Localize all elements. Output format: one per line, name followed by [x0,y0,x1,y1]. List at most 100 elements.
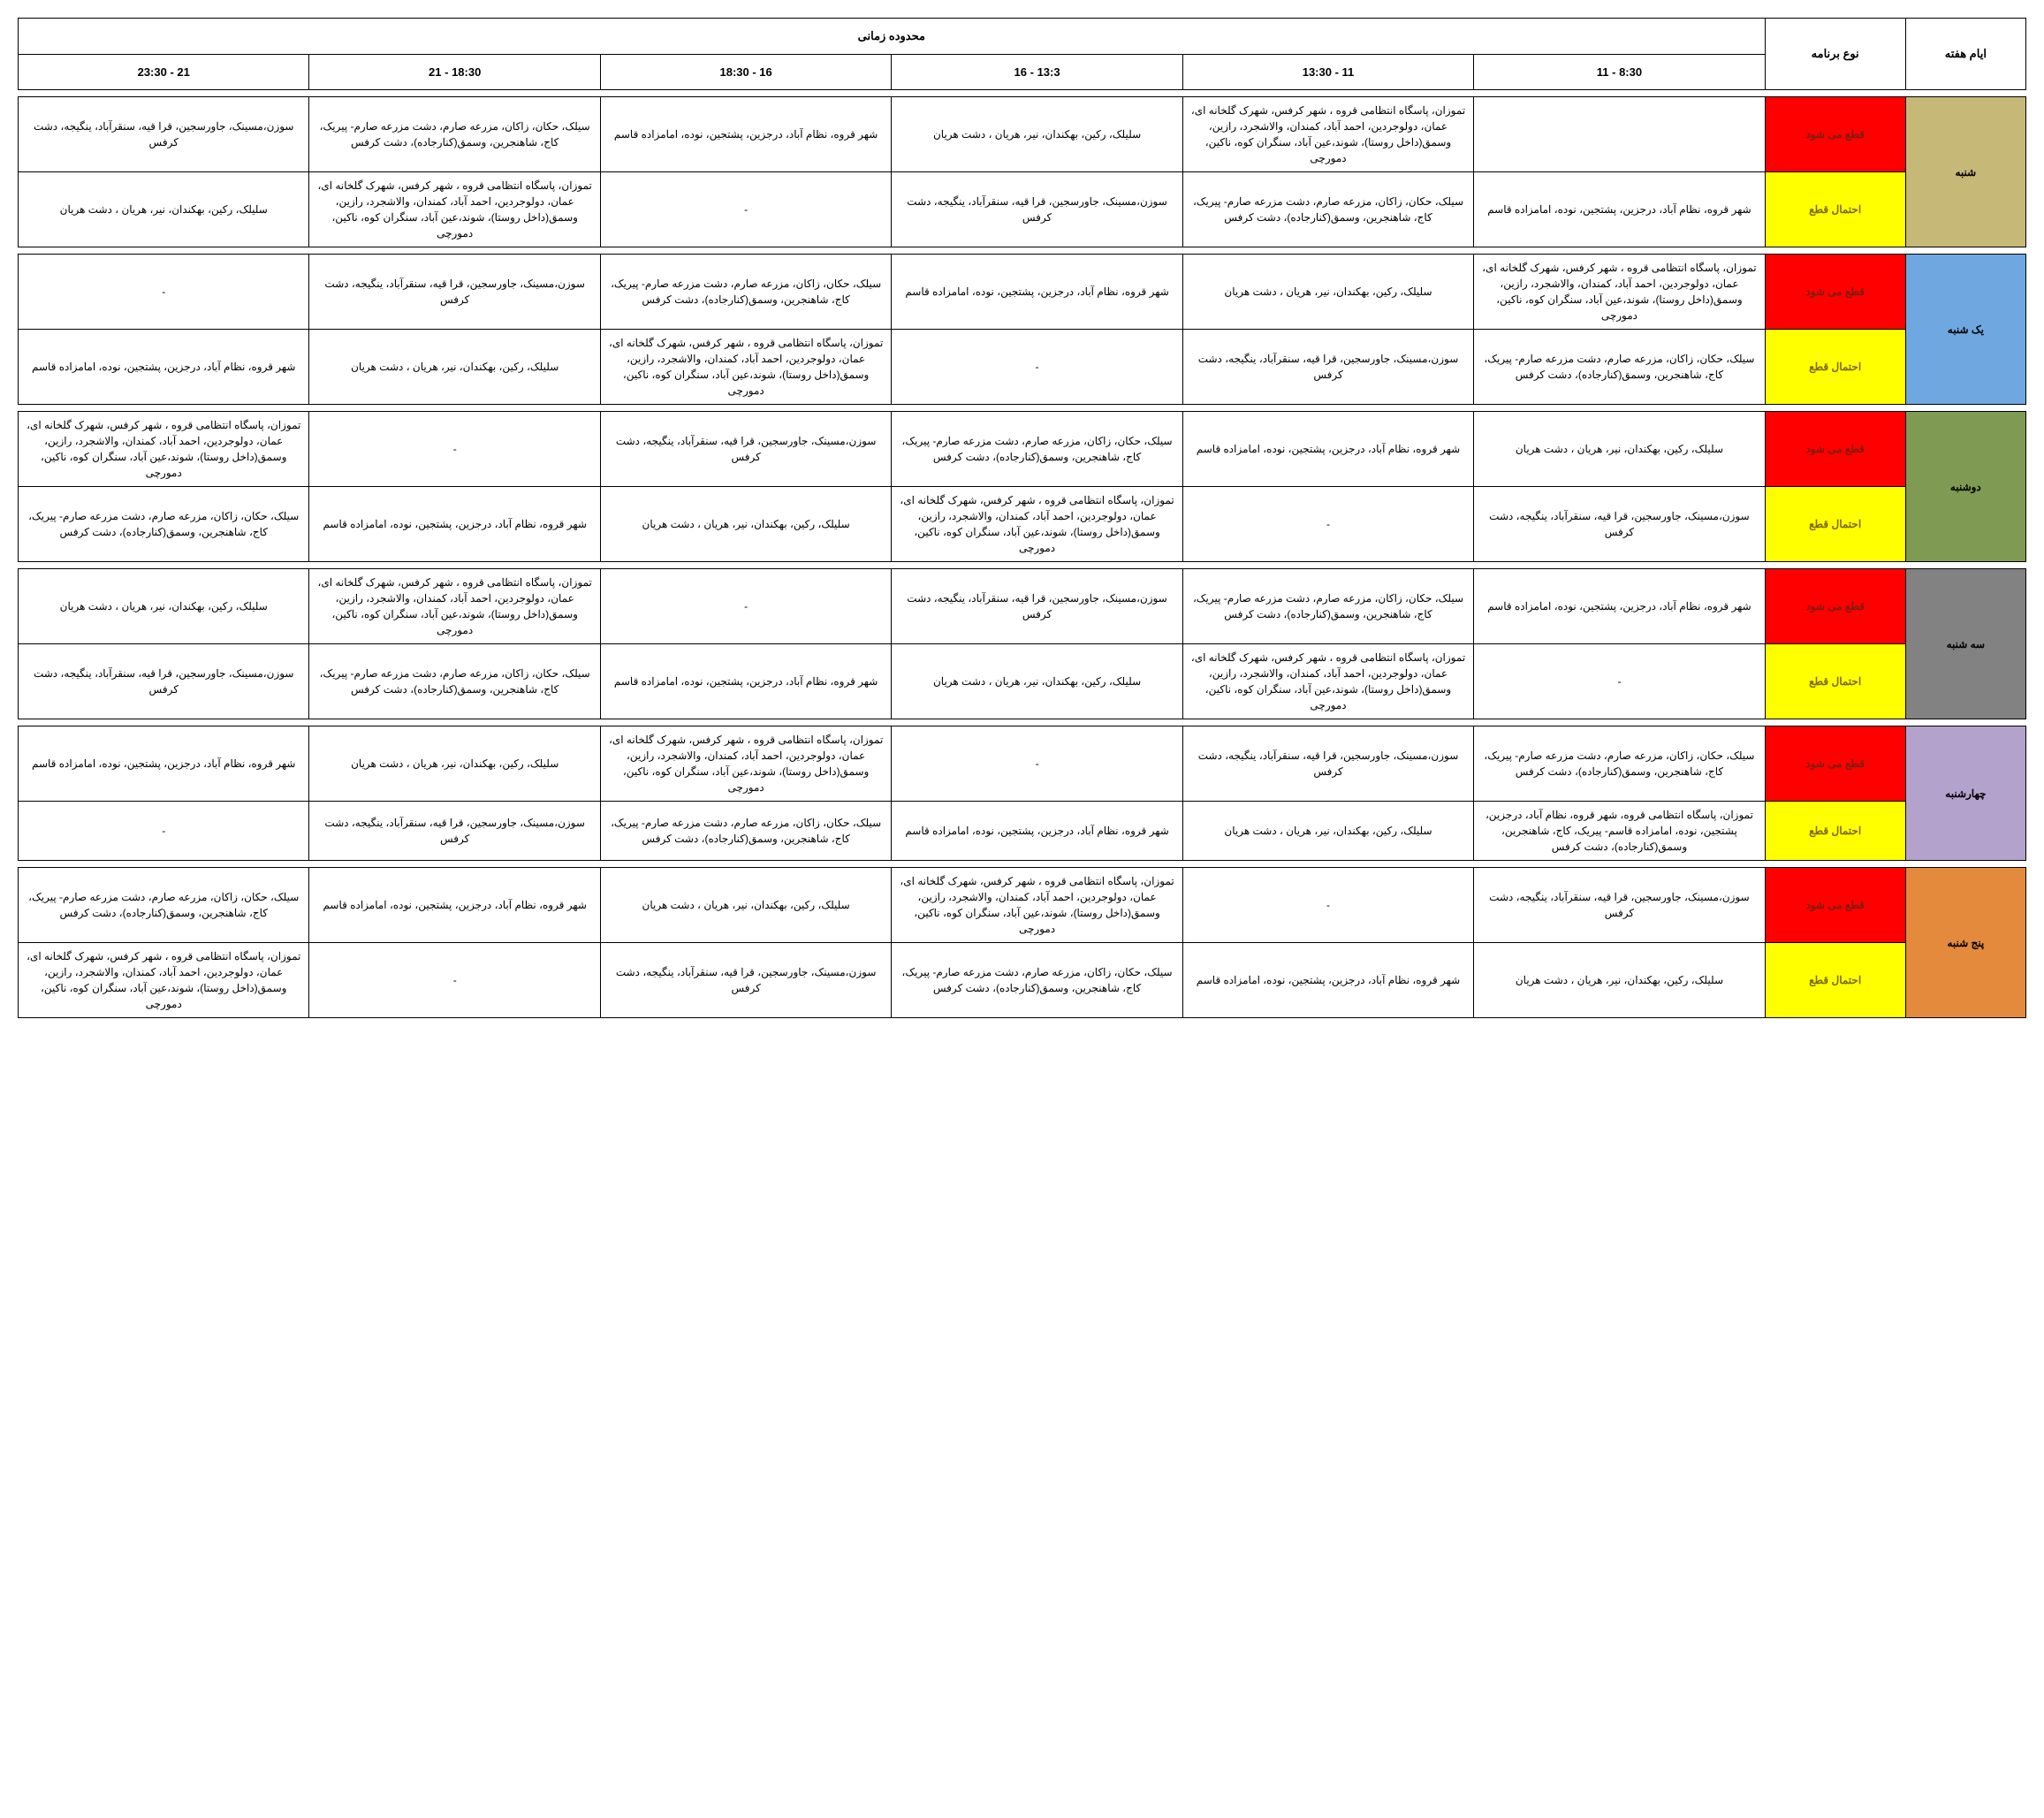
cell: تموزان، پاسگاه انتظامی قروه ، شهر کرفس، … [892,487,1182,562]
table-row: سه شنبهقطع می شودشهر قروه، نظام آباد، در… [19,569,2026,644]
cell: سوزن،مسینک، جاورسجین، قرا قیه، سنقرآباد،… [1182,726,1473,802]
cell: - [1474,644,1765,719]
cell: تموزان، پاسگاه انتظامی قروه ، شهر کرفس، … [1474,255,1765,330]
cell: - [892,726,1182,802]
cell: تموزان، پاسگاه انتظامی قروه ، شهر کرفس، … [600,330,891,405]
program-cut: قطع می شود [1765,255,1905,330]
cell: سوزن،مسینک، جاورسجین، قرا قیه، سنقرآباد،… [19,644,309,719]
cell: سوزن،مسینک، جاورسجین، قرا قیه، سنقرآباد،… [1474,487,1765,562]
time-slot-0: 8:30 - 11 [1474,54,1765,90]
program-cut: قطع می شود [1765,569,1905,644]
cell: سیلک، حکان، زاکان، مزرعه صارم، دشت مزرعه… [892,943,1182,1018]
cell: سیلک، حکان، زاکان، مزرعه صارم، دشت مزرعه… [19,868,309,943]
header-program: نوع برنامه [1765,19,1905,90]
cell: سیلک، حکان، زاکان، مزرعه صارم، دشت مزرعه… [309,644,600,719]
cell: سیلک، حکان، زاکان، مزرعه صارم، دشت مزرعه… [309,97,600,172]
day-cell-sat: شنبه [1905,97,2025,247]
cell: - [600,172,891,247]
cell: شهر قروه، نظام آباد، درجزین، پشتجین، نود… [892,802,1182,861]
cell: سلیلک، رکین، بهکندان، نیر، هریان ، دشت ه… [892,644,1182,719]
header-time-range: محدوده زمانی [19,19,1766,55]
cell: شهر قروه، نظام آباد، درجزین، پشتجین، نود… [1474,569,1765,644]
cell: سلیلک، رکین، بهکندان، نیر، هریان ، دشت ه… [600,487,891,562]
cell: تموزان، پاسگاه انتظامی قروه ، شهر کرفس، … [892,868,1182,943]
program-cut: قطع می شود [1765,97,1905,172]
cell: تموزان، پاسگاه انتظامی قروه، شهر قروه، ن… [1474,802,1765,861]
cell: سوزن،مسینک، جاورسجین، قرا قیه، سنقرآباد،… [309,802,600,861]
cell: شهر قروه، نظام آباد، درجزین، پشتجین، نود… [19,726,309,802]
cell: سوزن،مسینک، جاورسجین، قرا قیه، سنقرآباد،… [1182,330,1473,405]
program-maybe: احتمال قطع [1765,330,1905,405]
cell: سلیلک، رکین، بهکندان، نیر، هریان ، دشت ه… [1182,802,1473,861]
cell: سوزن،مسینک، جاورسجین، قرا قیه، سنقرآباد،… [1474,868,1765,943]
table-row: احتمال قطع-تموزان، پاسگاه انتظامی قروه ،… [19,644,2026,719]
cell: - [309,412,600,487]
table-row: احتمال قطعسیلک، حکان، زاکان، مزرعه صارم،… [19,330,2026,405]
cell: سیلک، حکان، زاکان، مزرعه صارم، دشت مزرعه… [19,487,309,562]
day-cell-tue: سه شنبه [1905,569,2025,719]
header-days: ایام هفته [1905,19,2025,90]
program-cut: قطع می شود [1765,412,1905,487]
cell: سیلک، حکان، زاکان، مزرعه صارم، دشت مزرعه… [600,255,891,330]
table-row: احتمال قطعشهر قروه، نظام آباد، درجزین، پ… [19,172,2026,247]
cell: سلیلک، رکین، بهکندان، نیر، هریان ، دشت ه… [19,172,309,247]
cell: سیلک، حکان، زاکان، مزرعه صارم، دشت مزرعه… [1182,569,1473,644]
cell: تموزان، پاسگاه انتظامی قروه ، شهر کرفس، … [1182,644,1473,719]
cell: شهر قروه، نظام آباد، درجزین، پشتجین، نود… [1474,172,1765,247]
cell: شهر قروه، نظام آباد، درجزین، پشتجین، نود… [309,868,600,943]
cell: سلیلک، رکین، بهکندان، نیر، هریان ، دشت ه… [1474,412,1765,487]
cell: شهر قروه، نظام آباد، درجزین، پشتجین، نود… [1182,943,1473,1018]
table-row: دوشنبهقطع می شودسلیلک، رکین، بهکندان، نی… [19,412,2026,487]
schedule-body: شنبهقطع می شودتموزان، پاسگاه انتظامی قرو… [19,90,2026,1018]
cell: سلیلک، رکین، بهکندان، نیر، هریان ، دشت ه… [1474,943,1765,1018]
cell: سلیلک، رکین، بهکندان، نیر، هریان ، دشت ه… [1182,255,1473,330]
cell: شهر قروه، نظام آباد، درجزین، پشتجین، نود… [600,644,891,719]
cell [1474,97,1765,172]
cell: سوزن،مسینک، جاورسجین، قرا قیه، سنقرآباد،… [19,97,309,172]
table-row: احتمال قطعسوزن،مسینک، جاورسجین، قرا قیه،… [19,487,2026,562]
table-row: پنج شنبهقطع می شودسوزن،مسینک، جاورسجین، … [19,868,2026,943]
cell: تموزان، پاسگاه انتظامی قروه ، شهر کرفس، … [309,172,600,247]
cell: سیلک، حکان، زاکان، مزرعه صارم، دشت مزرعه… [892,412,1182,487]
cell: سیلک، حکان، زاکان، مزرعه صارم، دشت مزرعه… [600,802,891,861]
program-maybe: احتمال قطع [1765,943,1905,1018]
cell: تموزان، پاسگاه انتظامی قروه ، شهر کرفس، … [1182,97,1473,172]
cell: سوزن،مسینک، جاورسجین، قرا قیه، سنقرآباد،… [600,412,891,487]
program-maybe: احتمال قطع [1765,802,1905,861]
cell: شهر قروه، نظام آباد، درجزین، پشتجین، نود… [309,487,600,562]
cell: سوزن،مسینک، جاورسجین، قرا قیه، سنقرآباد،… [892,569,1182,644]
cell: تموزان، پاسگاه انتظامی قروه ، شهر کرفس، … [19,943,309,1018]
table-row: یک شنبهقطع می شودتموزان، پاسگاه انتظامی … [19,255,2026,330]
cell: شهر قروه، نظام آباد، درجزین، پشتجین، نود… [892,255,1182,330]
outage-schedule-table: ایام هفته نوع برنامه محدوده زمانی 8:30 -… [18,18,2026,1018]
table-row: شنبهقطع می شودتموزان، پاسگاه انتظامی قرو… [19,97,2026,172]
cell: سلیلک، رکین، بهکندان، نیر، هریان ، دشت ه… [309,330,600,405]
cell: - [600,569,891,644]
table-row: احتمال قطعتموزان، پاسگاه انتظامی قروه، ش… [19,802,2026,861]
cell: تموزان، پاسگاه انتظامی قروه ، شهر کرفس، … [309,569,600,644]
time-slot-4: 18:30 - 21 [309,54,600,90]
cell: سلیلک، رکین، بهکندان، نیر، هریان ، دشت ه… [19,569,309,644]
time-slots-row: 8:30 - 11 11 - 13:30 13:3 - 16 16 - 18:3… [19,54,2026,90]
program-maybe: احتمال قطع [1765,644,1905,719]
time-slot-1: 11 - 13:30 [1182,54,1473,90]
cell: - [1182,868,1473,943]
program-cut: قطع می شود [1765,726,1905,802]
day-cell-wed: چهارشنبه [1905,726,2025,861]
day-cell-mon: دوشنبه [1905,412,2025,562]
cell: شهر قروه، نظام آباد، درجزین، پشتجین، نود… [19,330,309,405]
cell: سوزن،مسینک، جاورسجین، قرا قیه، سنقرآباد،… [309,255,600,330]
table-row: احتمال قطعسلیلک، رکین، بهکندان، نیر، هری… [19,943,2026,1018]
table-header: ایام هفته نوع برنامه محدوده زمانی 8:30 -… [19,19,2026,90]
cell: - [19,255,309,330]
table-row: چهارشنبهقطع می شودسیلک، حکان، زاکان، مزر… [19,726,2026,802]
program-maybe: احتمال قطع [1765,487,1905,562]
cell: - [1182,487,1473,562]
cell: سلیلک، رکین، بهکندان، نیر، هریان ، دشت ه… [892,97,1182,172]
cell: سوزن،مسینک، جاورسجین، قرا قیه، سنقرآباد،… [892,172,1182,247]
program-cut: قطع می شود [1765,868,1905,943]
cell: - [19,802,309,861]
day-cell-sun: یک شنبه [1905,255,2025,405]
cell: تموزان، پاسگاه انتظامی قروه ، شهر کرفس، … [19,412,309,487]
cell: سیلک، حکان، زاکان، مزرعه صارم، دشت مزرعه… [1474,330,1765,405]
